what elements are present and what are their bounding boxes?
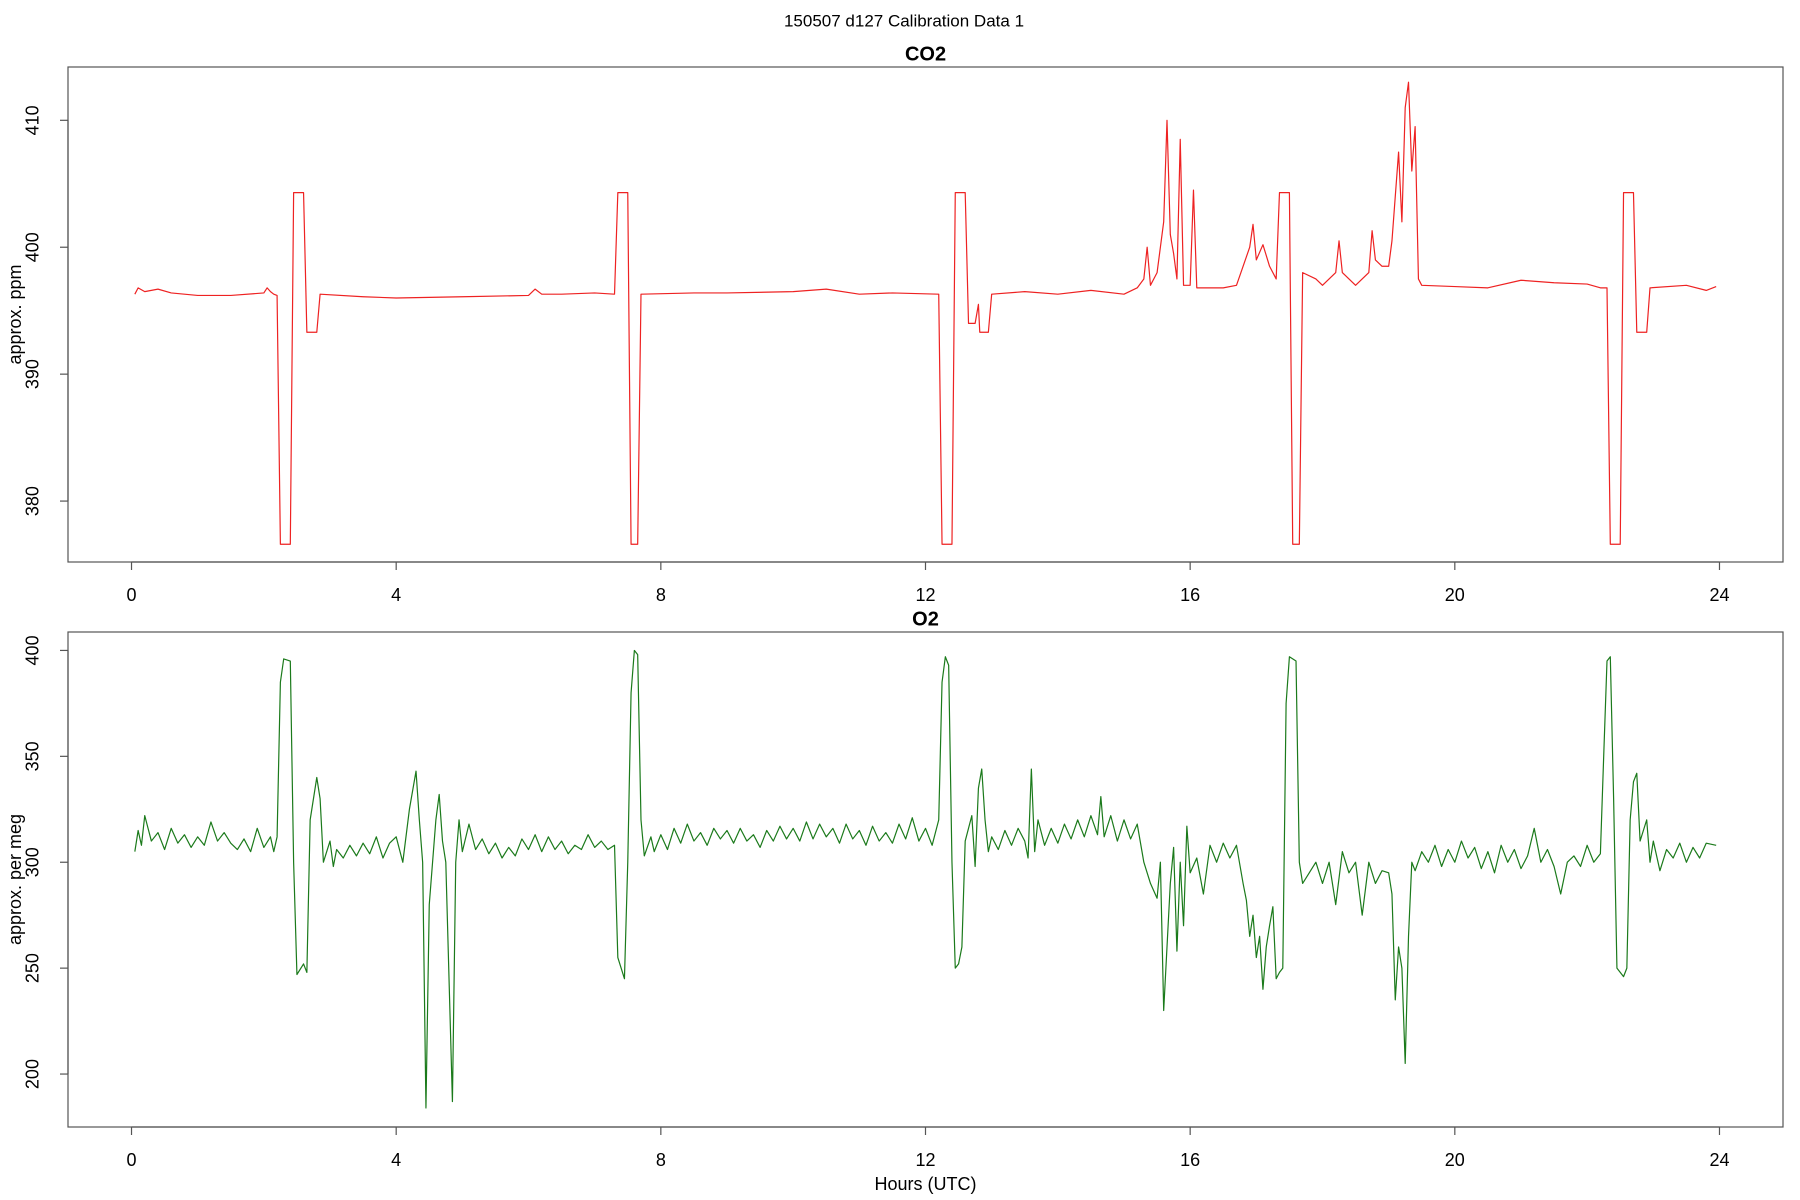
- y-tick-label: 390: [23, 359, 43, 389]
- figure-title: 150507 d127 Calibration Data 1: [784, 11, 1024, 30]
- x-tick-label: 12: [915, 585, 935, 605]
- y-tick-label: 300: [23, 847, 43, 877]
- data-line: [134, 649, 1717, 1109]
- x-tick-label: 20: [1445, 1150, 1465, 1170]
- x-tick-label: 12: [915, 1150, 935, 1170]
- x-tick-label: 24: [1709, 1150, 1729, 1170]
- panel-title: CO2: [905, 43, 946, 65]
- x-tick-label: 4: [391, 585, 401, 605]
- y-tick-label: 380: [23, 486, 43, 516]
- x-tick-label: 20: [1445, 585, 1465, 605]
- x-tick-label: 8: [656, 585, 666, 605]
- x-tick-label: 0: [127, 585, 137, 605]
- x-tick-label: 8: [656, 1150, 666, 1170]
- x-tick-label: 16: [1180, 1150, 1200, 1170]
- y-tick-label: 200: [23, 1059, 43, 1089]
- x-axis-label: Hours (UTC): [875, 1174, 977, 1194]
- plot-box: [67, 631, 1784, 1128]
- y-axis-label: approx. ppm: [5, 264, 25, 364]
- panel-title: O2: [912, 608, 939, 630]
- x-tick-label: 16: [1180, 585, 1200, 605]
- y-tick-label: 400: [23, 232, 43, 262]
- y-tick-label: 410: [23, 105, 43, 135]
- y-tick-label: 250: [23, 953, 43, 983]
- y-axis-label: approx. per meg: [5, 814, 25, 945]
- plot-box: [67, 66, 1784, 563]
- data-line: [134, 81, 1717, 545]
- x-tick-label: 24: [1709, 585, 1729, 605]
- x-tick-label: 0: [127, 1150, 137, 1170]
- y-tick-label: 400: [23, 635, 43, 665]
- y-tick-label: 350: [23, 741, 43, 771]
- x-tick-label: 4: [391, 1150, 401, 1170]
